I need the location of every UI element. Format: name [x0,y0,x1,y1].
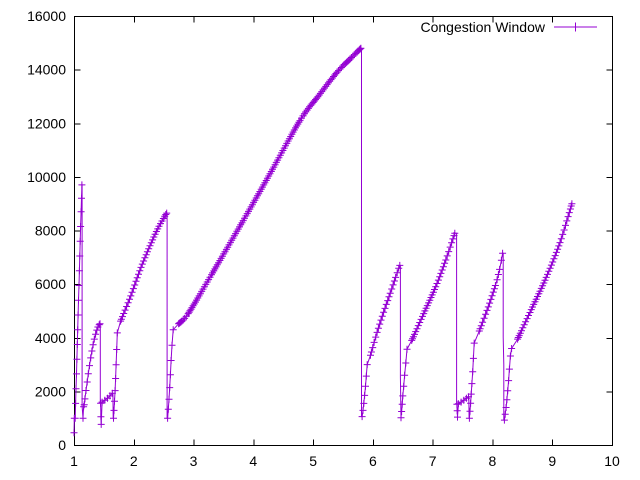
legend-sample-line [554,22,597,32]
legend-label: Congestion Window [420,19,545,35]
series-plus-markers [70,44,576,437]
y-tick-label: 0 [58,437,66,453]
x-tick-label: 7 [429,453,437,469]
x-tick-label: 2 [130,453,138,469]
y-tick-label: 16000 [27,8,66,24]
legend: Congestion Window [420,19,598,35]
y-tick-label: 12000 [27,115,66,131]
y-tick-label: 14000 [27,62,66,78]
y-tick-label: 10000 [27,169,66,185]
x-tick-label: 1 [70,453,78,469]
x-tick-label: 8 [489,453,497,469]
series-line [73,47,573,433]
x-tick-label: 6 [369,453,377,469]
x-tick-label: 4 [249,453,257,469]
x-tick-label: 10 [604,453,620,469]
plot-axes [74,16,613,446]
axis-labels: 1 2 3 4 5 6 7 8 9 10 0 2000 4000 6000 8000 10000 12000 14… [27,8,620,469]
y-tick-label: 4000 [35,330,66,346]
legend-line-plus-icon [554,22,597,32]
series-congestion-window [70,44,576,437]
x-tick-label: 3 [190,453,198,469]
axis-ticks [74,16,613,446]
x-tick-label: 9 [548,453,556,469]
y-tick-label: 6000 [35,276,66,292]
y-tick-label: 2000 [35,383,66,399]
x-tick-label: 5 [309,453,317,469]
y-tick-label: 8000 [35,223,66,239]
